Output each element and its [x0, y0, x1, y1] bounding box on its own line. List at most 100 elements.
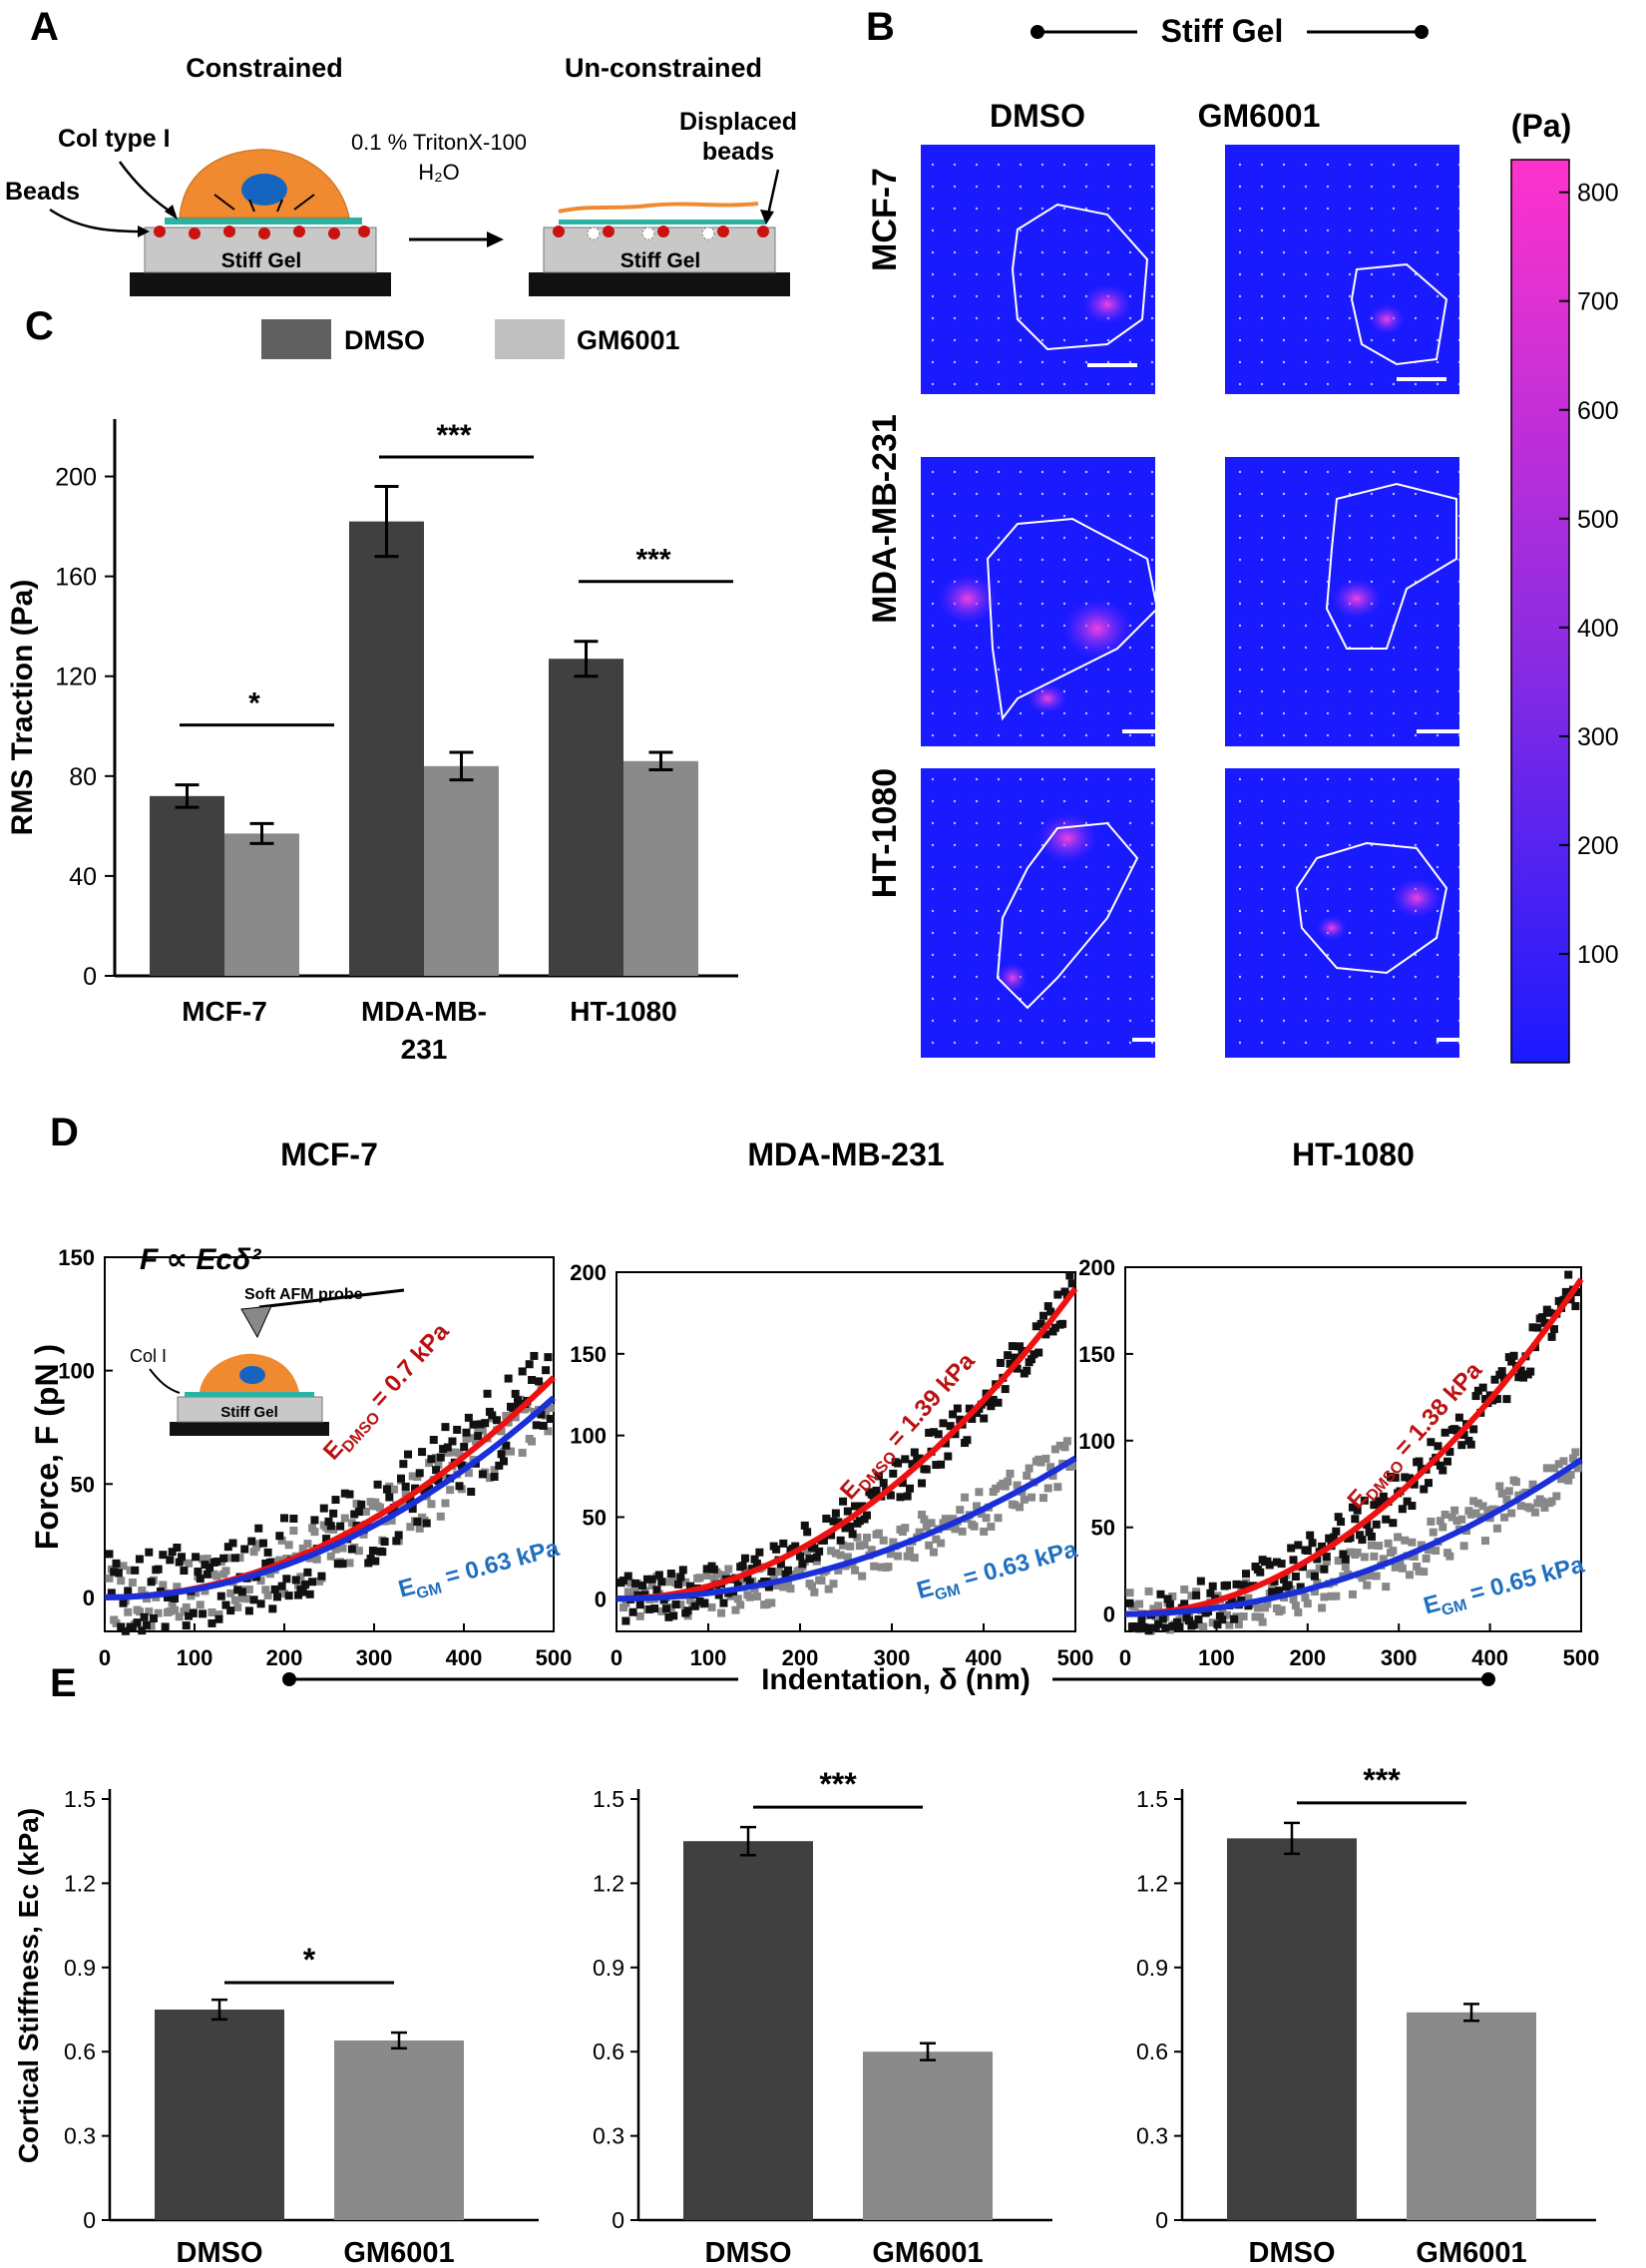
d-point [1516, 1502, 1525, 1511]
d-point [1337, 1518, 1346, 1527]
d-point [1001, 1385, 1010, 1394]
d-x-tick-label: 0 [1119, 1645, 1131, 1670]
d-point [910, 1448, 919, 1457]
d-point [216, 1591, 225, 1600]
d-point [989, 1395, 998, 1404]
d-point [1415, 1567, 1424, 1576]
d-point [1365, 1528, 1374, 1537]
d-point [903, 1492, 912, 1501]
col-pointer-head [165, 205, 178, 220]
d-point [1341, 1563, 1350, 1572]
d-point [499, 1457, 508, 1466]
d-point [432, 1453, 441, 1462]
d-point [855, 1542, 864, 1551]
d-point [488, 1411, 497, 1420]
d-point [185, 1559, 194, 1568]
d-point [898, 1479, 907, 1488]
d-point [714, 1590, 723, 1599]
d-point [1545, 1308, 1554, 1317]
d-point [1062, 1437, 1071, 1446]
d-point [294, 1590, 303, 1599]
d-fit-label-value: = 0.63 kPa [955, 1536, 1081, 1593]
d-point [375, 1503, 384, 1512]
d-point [119, 1562, 128, 1571]
d-point [1420, 1568, 1429, 1577]
cell-debris [558, 202, 759, 214]
e-significance-stars: *** [819, 1766, 857, 1802]
d-point [1242, 1570, 1251, 1579]
d-point [970, 1522, 979, 1531]
d-point [107, 1588, 116, 1597]
right-base [529, 272, 790, 296]
d-point [621, 1616, 630, 1625]
d-point [1481, 1395, 1490, 1404]
d-point [894, 1552, 903, 1561]
d-point [841, 1524, 850, 1533]
d-point [275, 1532, 284, 1541]
d-point [1168, 1591, 1177, 1600]
d-point [525, 1360, 534, 1369]
d-point [455, 1449, 464, 1458]
d-point [147, 1578, 156, 1587]
d-point [1272, 1558, 1281, 1567]
e-y-tick-label: 0 [1155, 2207, 1168, 2233]
d-x-tick-label: 100 [177, 1645, 213, 1670]
d-point [676, 1573, 685, 1582]
d-point [244, 1586, 253, 1594]
e-ylabel: Cortical Stiffness, Ec (kPa) [13, 1808, 44, 2163]
d-point [1379, 1555, 1388, 1564]
d-point [1502, 1495, 1511, 1504]
chart-e-mda: 0 0.3 0.6 0.9 1.2 1.5 DMSO GM6001 *** [593, 1766, 1052, 2268]
d-point [514, 1396, 522, 1405]
d-point [223, 1543, 232, 1552]
d-point [175, 1612, 184, 1621]
d-point [702, 1571, 711, 1580]
d-chart-title: MDA-MB-231 [747, 1136, 944, 1172]
d-point [1308, 1539, 1317, 1548]
d-point [196, 1600, 205, 1609]
d-point [114, 1569, 123, 1578]
e-y-tick-label: 0.6 [593, 2039, 624, 2064]
d-point [476, 1420, 485, 1429]
traction-map-mda-dmso [921, 457, 1172, 746]
d-point [1256, 1568, 1265, 1577]
panel-c-letter: C [25, 304, 54, 348]
d-point [289, 1514, 298, 1523]
d-point [511, 1389, 520, 1398]
d-point [870, 1562, 879, 1571]
d-point [894, 1459, 903, 1468]
d-point [301, 1581, 310, 1589]
d-point [242, 1594, 251, 1603]
panel-e: E Cortical Stiffness, Ec (kPa) 0 0.3 0.6 0.… [13, 1661, 1596, 2268]
d-point [406, 1496, 415, 1505]
d-y-tick-label: 0 [83, 1586, 95, 1610]
d-point [829, 1517, 838, 1526]
d-point [1173, 1617, 1182, 1626]
d-point [1050, 1323, 1059, 1332]
d-point [194, 1568, 203, 1577]
d-point [956, 1415, 965, 1424]
d-point [1500, 1513, 1509, 1522]
displaced-pointer-head [760, 210, 774, 225]
d-point [1194, 1614, 1203, 1623]
d-point [635, 1600, 644, 1609]
d-point [652, 1586, 661, 1594]
d-point [233, 1602, 242, 1611]
d-point [1483, 1507, 1492, 1516]
d-y-tick-label: 150 [1078, 1342, 1115, 1367]
d-point [1301, 1593, 1310, 1602]
d-point [532, 1421, 541, 1430]
d-point [338, 1544, 347, 1553]
d-point [189, 1608, 198, 1617]
d-point [345, 1559, 354, 1568]
d-point [1230, 1614, 1239, 1623]
d-point [1367, 1541, 1376, 1550]
d-point [1055, 1441, 1064, 1450]
d-point [951, 1430, 960, 1439]
d-point [1469, 1497, 1478, 1506]
d-point [272, 1592, 281, 1601]
d-point [1180, 1586, 1189, 1594]
legend-gm-swatch [495, 319, 565, 359]
d-point [277, 1536, 286, 1545]
d-point [1353, 1548, 1362, 1557]
